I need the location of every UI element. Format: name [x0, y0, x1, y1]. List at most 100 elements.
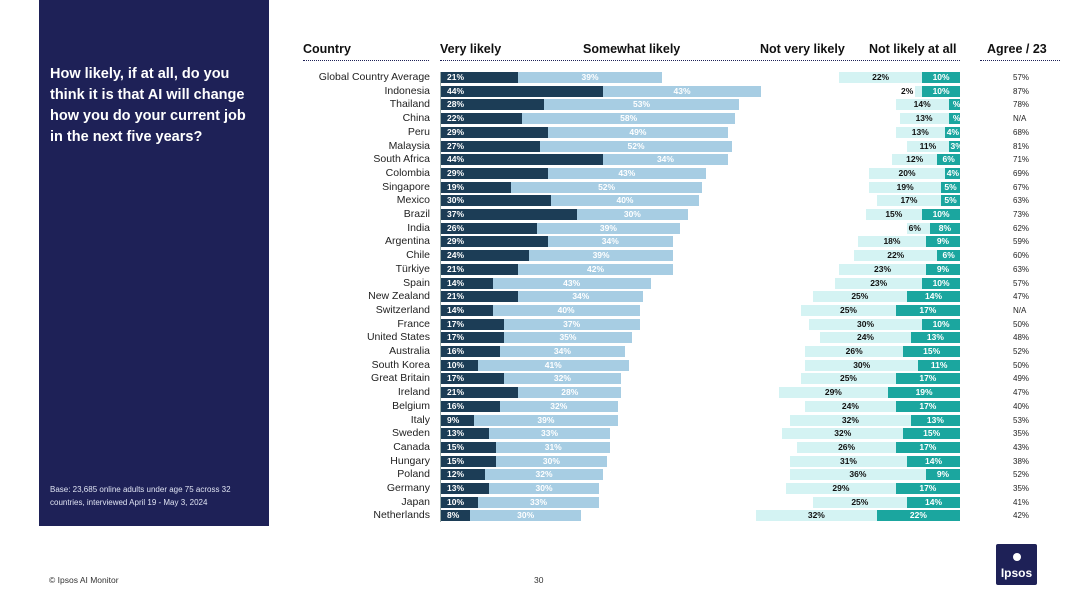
bar-not-very-likely: 32%: [789, 414, 911, 426]
bar-value-label: 25%: [839, 304, 857, 315]
country-label: Thailand: [389, 98, 430, 111]
bar-not-likely-at-all: 6%: [937, 154, 960, 166]
bar-value-label: 30%: [447, 195, 465, 206]
bar-value-label: 43%: [618, 167, 636, 178]
bar-somewhat-likely: 40%: [492, 304, 640, 316]
bar-very-likely: 10%: [441, 496, 478, 508]
agree-value: 63%: [1013, 264, 1030, 274]
chart-row: Canada 15% 31% 26% 17% 43%: [0, 441, 1080, 453]
chart-row: South Africa 44% 34% 12% 6% 71%: [0, 153, 1080, 166]
bar-value-label: 34%: [572, 291, 590, 302]
bar-very-likely: 29%: [441, 167, 548, 179]
bar-value-label: 43%: [563, 277, 581, 288]
bar-not-very-likely: 26%: [797, 441, 896, 453]
bar-value-label: 5%: [944, 181, 957, 192]
bar-not-likely-at-all: 9%: [925, 236, 960, 248]
bar-value-label: 25%: [851, 496, 869, 507]
country-label: Netherlands: [373, 509, 430, 522]
agree-value: 41%: [1013, 497, 1030, 507]
bar-very-likely: 24%: [441, 250, 530, 262]
country-label: New Zealand: [368, 290, 430, 303]
bar-not-very-likely: 23%: [839, 263, 926, 275]
chart-row: Belgium 16% 32% 24% 17% 40%: [0, 399, 1080, 412]
agree-value: 35%: [1013, 484, 1030, 493]
bar-value-label: 37%: [563, 318, 581, 329]
bar-not-very-likely: 11%: [907, 140, 949, 152]
bar-value-label: 11%: [919, 140, 937, 151]
bar-value-label: 15%: [923, 346, 941, 356]
agree-value: 81%: [1013, 141, 1030, 151]
bar-somewhat-likely: 43%: [492, 277, 651, 289]
bar-not-likely-at-all: 14%: [907, 496, 960, 508]
bar-very-likely: 26%: [441, 222, 537, 234]
bar-not-likely-at-all: 5%: [941, 195, 960, 207]
bar-value-label: 15%: [447, 455, 465, 466]
bar-value-label: 29%: [824, 387, 842, 398]
bar-value-label: 13%: [926, 414, 944, 425]
bar-not-likely-at-all: 10%: [922, 209, 960, 220]
bar-not-likely-at-all: 17%: [895, 441, 960, 453]
bar-value-label: 27%: [447, 140, 465, 151]
bar-value-label: 30%: [517, 510, 535, 521]
bar-somewhat-likely: 58%: [521, 113, 736, 125]
bar-not-very-likely: 36%: [789, 469, 926, 481]
bar-not-very-likely: 13%: [899, 113, 949, 125]
bar-value-label: 34%: [601, 236, 619, 247]
bar-value-label: 28%: [561, 387, 579, 398]
bar-value-label: 10%: [932, 277, 950, 288]
bar-very-likely: 15%: [441, 455, 497, 467]
bar-somewhat-likely: 42%: [518, 263, 673, 275]
bar-value-label: 8%: [447, 510, 460, 521]
chart-row: Colombia 29% 43% 20% 4% 69%: [0, 167, 1080, 179]
agree-value: 60%: [1013, 251, 1030, 261]
chart-row: Türkiye 21% 42% 23% 9% 63%: [0, 263, 1080, 275]
agree-value: N/A: [1013, 305, 1027, 315]
bar-value-label: 32%: [553, 373, 571, 384]
bar-value-label: 14%: [925, 496, 943, 507]
bar-not-very-likely: 2%: [901, 85, 923, 97]
agree-value: 71%: [1013, 155, 1030, 165]
bar-not-likely-at-all: %: [948, 113, 960, 125]
bar-value-label: 21%: [447, 291, 465, 302]
bar-value-label: 29%: [447, 126, 465, 137]
bar-value-label: 3%: [950, 140, 963, 151]
bar-not-likely-at-all: 9%: [925, 263, 960, 275]
bar-value-label: 10%: [932, 209, 950, 219]
bar-value-label: 15%: [923, 428, 941, 439]
bar-somewhat-likely: 52%: [540, 140, 732, 152]
bar-value-label: 14%: [925, 291, 943, 302]
bar-very-likely: 17%: [441, 332, 504, 344]
bar-very-likely: 44%: [441, 85, 603, 97]
bar-somewhat-likely: 35%: [503, 332, 633, 344]
bar-value-label: 29%: [447, 236, 465, 247]
bar-value-label: 32%: [841, 414, 859, 425]
header-not-likely-at-all: Not likely at all: [869, 42, 957, 56]
bar-value-label: 13%: [926, 332, 944, 343]
bar-value-label: 4%: [946, 167, 960, 178]
bar-value-label: 13%: [447, 483, 465, 493]
bar-value-label: 9%: [447, 414, 460, 425]
bar-not-likely-at-all: 15%: [903, 428, 960, 440]
bar-very-likely: 37%: [441, 209, 578, 220]
chart-row: Mexico 30% 40% 17% 5% 63%: [0, 194, 1080, 207]
bar-value-label: 17%: [919, 441, 937, 452]
bar-very-likely: 29%: [441, 236, 548, 248]
bar-value-label: 39%: [581, 72, 599, 82]
country-label: Belgium: [392, 399, 430, 412]
bar-value-label: 21%: [447, 387, 465, 398]
bar-very-likely: 14%: [441, 304, 493, 316]
bar-value-label: 29%: [832, 483, 850, 493]
chart-row: Ireland 21% 28% 29% 19% 47%: [0, 386, 1080, 399]
bar-value-label: 32%: [807, 510, 825, 521]
bar-somewhat-likely: 33%: [488, 428, 611, 440]
bar-value-label: 10%: [932, 85, 950, 96]
bar-value-label: 4%: [946, 126, 960, 137]
bar-value-label: 26%: [447, 222, 465, 233]
bar-not-likely-at-all: 10%: [922, 277, 960, 289]
bar-value-label: 19%: [915, 387, 933, 398]
bar-somewhat-likely: 39%: [529, 250, 673, 262]
bar-value-label: 12%: [447, 469, 465, 480]
bar-value-label: 41%: [544, 359, 562, 370]
bar-very-likely: 27%: [441, 140, 541, 152]
bar-very-likely: 13%: [441, 483, 489, 494]
